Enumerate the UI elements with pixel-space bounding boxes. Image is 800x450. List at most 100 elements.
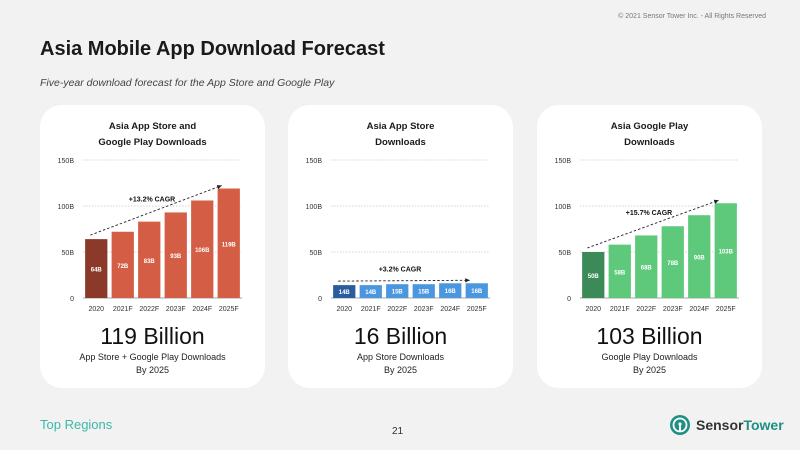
cagr-arrow-head (216, 185, 222, 190)
bar (85, 239, 108, 298)
bar-value-label: 16B (471, 289, 483, 295)
chart-title-line1: Asia App Store and (108, 121, 197, 132)
bar-value-label: 78B (667, 261, 679, 267)
bar-value-label: 14B (365, 290, 377, 296)
cagr-annotation: +3.2% CAGR (379, 267, 422, 274)
x-tick-label: 2021F (610, 306, 630, 313)
bar-value-label: 90B (694, 256, 706, 262)
card-caption: Google Play Downloads By 2025 (537, 351, 762, 377)
page-number: 21 (392, 426, 404, 437)
y-tick-label: 50B (559, 250, 572, 257)
chart-title-line2: Downloads (624, 137, 675, 148)
x-tick-label: 2020 (585, 306, 601, 313)
bar (359, 285, 382, 298)
x-tick-label: 2023F (166, 306, 186, 313)
caption-line1: App Store + Google Play Downloads (79, 352, 226, 362)
bar-value-label: 68B (641, 266, 653, 272)
bar-chart-total-downloads: 0 50B 100B 150B 64B 2020 72B 2021F 83B 2022F 93B 20… (58, 158, 242, 313)
bar-value-label: 15B (392, 290, 404, 296)
page-title: Asia Mobile App Download Forecast (40, 38, 385, 60)
bar-value-label: 119B (222, 242, 237, 248)
bar-value-label: 106B (195, 248, 210, 254)
google-play-2025-value: 103 Billion (596, 323, 703, 349)
y-tick-label: 0 (70, 296, 74, 303)
chart-card-google-play: Asia Google Play Downloads 0 50B 100B 150B 5… (537, 105, 762, 388)
bar (688, 215, 711, 298)
caption-line2: By 2025 (135, 365, 170, 375)
bar (465, 283, 488, 298)
x-tick-label: 2020 (88, 306, 104, 313)
bar (608, 244, 631, 298)
x-tick-label: 2020 (336, 306, 352, 313)
x-tick-label: 2024F (689, 306, 709, 313)
bar-chart-google-play-downloads: 0 50B 100B 150B 50B 2020 58B 2021F 68B 2022F 78B 20… (555, 158, 739, 313)
chart-card-total: Asia App Store and Google Play Downloads… (40, 105, 265, 388)
cagr-arrow-line (90, 185, 222, 236)
cagr-arrow-line (587, 199, 719, 249)
sensor-tower-logo: SensorTower (669, 413, 784, 437)
y-tick-label: 0 (567, 296, 571, 303)
x-tick-label: 2022F (139, 306, 159, 313)
x-tick-label: 2025F (219, 306, 239, 313)
x-tick-label: 2023F (663, 306, 683, 313)
cagr-annotation: +13.2% CAGR (129, 196, 176, 203)
page-subtitle: Five-year download forecast for the App … (40, 77, 335, 89)
chart-title: Asia App Store Downloads (288, 119, 513, 151)
bar-value-label: 72B (117, 264, 129, 270)
bar-value-label: 15B (418, 290, 430, 296)
x-tick-label: 2024F (440, 306, 460, 313)
bar-value-label: 58B (614, 270, 626, 276)
y-tick-label: 150B (58, 158, 75, 165)
bar-value-label: 50B (588, 274, 600, 280)
bar (714, 203, 737, 298)
chart-title-line1: Asia App Store (366, 121, 435, 132)
bar-value-label: 93B (170, 254, 182, 260)
y-tick-label: 150B (555, 158, 572, 165)
bar (333, 285, 356, 298)
copyright-notice: © 2021 Sensor Tower Inc. - All Rights Re… (618, 13, 766, 20)
y-tick-label: 50B (310, 250, 323, 257)
y-tick-label: 100B (306, 204, 323, 211)
card-caption: App Store Downloads By 2025 (288, 351, 513, 377)
chart-card-app-store: Asia App Store Downloads 0 50B 100B 150B 14B… (288, 105, 513, 388)
app-store-2025-value: 16 Billion (353, 323, 448, 349)
bar (164, 212, 187, 298)
caption-line2: By 2025 (383, 365, 418, 375)
caption-line1: App Store Downloads (356, 352, 445, 362)
bar (191, 200, 214, 298)
bar-value-label: 83B (144, 259, 156, 265)
card-caption: App Store + Google Play Downloads By 202… (40, 351, 265, 377)
caption-line2: By 2025 (632, 365, 667, 375)
total-2025-value: 119 Billion (100, 323, 205, 349)
chart-title-line2: Google Play Downloads (98, 137, 207, 148)
bar-value-label: 103B (719, 250, 734, 256)
x-tick-label: 2024F (192, 306, 212, 313)
bar-value-label: 14B (339, 290, 351, 296)
y-tick-label: 150B (306, 158, 323, 165)
bar-value-label: 16B (445, 289, 457, 295)
bar (661, 226, 684, 298)
chart-title: Asia App Store and Google Play Downloads (40, 119, 265, 151)
y-tick-label: 100B (555, 204, 572, 211)
logo-text: SensorTower (696, 417, 784, 433)
bar-value-label: 64B (91, 268, 103, 274)
chart-title-line2: Downloads (375, 137, 426, 148)
cagr-arrow-head (713, 199, 719, 204)
x-tick-label: 2023F (414, 306, 434, 313)
x-tick-label: 2022F (636, 306, 656, 313)
bar (217, 188, 240, 298)
section-footer-link: Top Regions (40, 417, 113, 432)
bar (412, 284, 435, 298)
x-tick-label: 2021F (113, 306, 133, 313)
bar (386, 284, 409, 298)
x-tick-label: 2025F (467, 306, 487, 313)
cagr-arrow-head (465, 278, 470, 283)
x-tick-label: 2022F (387, 306, 407, 313)
sensor-tower-logo-icon (670, 415, 690, 435)
bar (111, 231, 134, 298)
bar-chart-app-store-downloads: 0 50B 100B 150B 14B 2020 14B 2021F 15B 2022F 15B 20… (306, 158, 490, 313)
logo-text-part1: Sensor (696, 417, 744, 433)
bar (582, 252, 605, 298)
logo-text-part2: Tower (743, 417, 784, 433)
caption-line1: Google Play Downloads (601, 352, 698, 362)
